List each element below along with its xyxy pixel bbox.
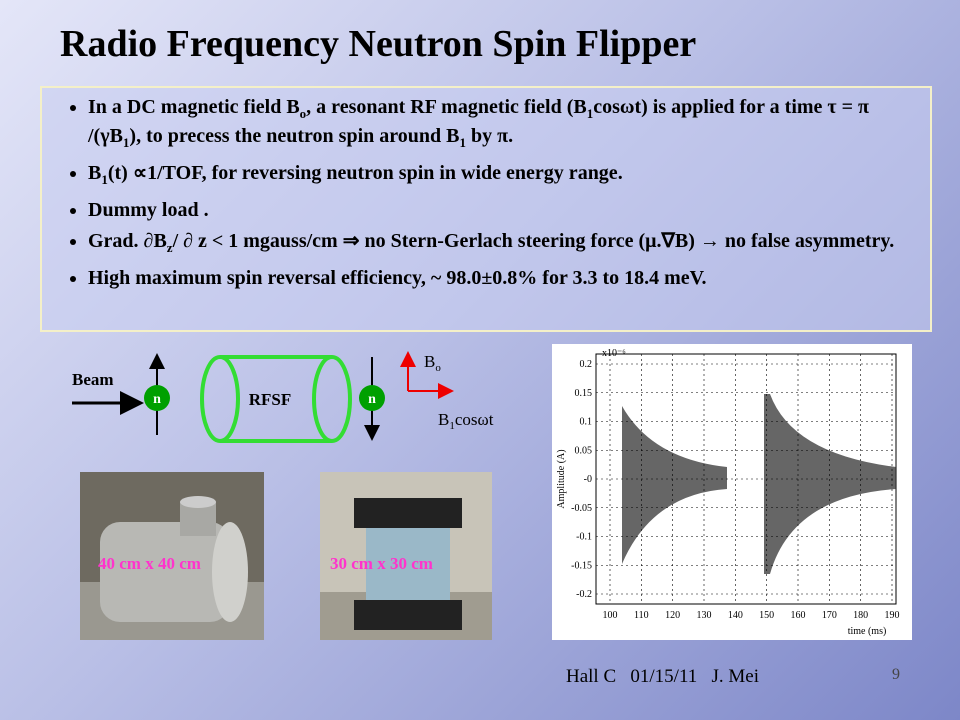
coil-body bbox=[220, 355, 332, 443]
subscript: z bbox=[166, 240, 173, 255]
text: / ∂ z < 1 mgauss/cm ⇒ no Stern-Gerlach s… bbox=[172, 230, 895, 252]
plot-figure: x10⁻⁶ Amplitude (A) time (ms) 0.2 0.15 0.1… bbox=[552, 344, 912, 640]
x-tick-label: 140 bbox=[728, 610, 743, 621]
text: In a DC magnetic field B bbox=[88, 96, 300, 118]
photo-caption: 30 cm x 30 cm bbox=[330, 554, 433, 573]
text: Grad. ∂B bbox=[88, 230, 167, 252]
x-tick-label: 100 bbox=[603, 610, 618, 621]
b1-label: B1cosωt bbox=[438, 410, 494, 432]
text: by π. bbox=[465, 125, 514, 147]
photo bbox=[320, 472, 492, 640]
bullet: High maximum spin reversal efficiency, ~… bbox=[88, 267, 916, 290]
coil-end bbox=[200, 355, 240, 443]
plot-ylabel: Amplitude (A) bbox=[556, 449, 567, 508]
footer: Hall C 01/15/11 J. Mei bbox=[566, 666, 759, 687]
b0-label: Bo bbox=[424, 352, 441, 374]
y-tick-label: 0.2 bbox=[580, 359, 593, 370]
y-tick-label: 0.05 bbox=[575, 445, 593, 456]
signal-envelope bbox=[764, 394, 896, 574]
x-tick-label: 160 bbox=[791, 610, 806, 621]
plot-xlabel: time (ms) bbox=[848, 626, 887, 637]
bullet: B1(t) ∝1/TOF, for reversing neutron spin… bbox=[88, 162, 916, 191]
text: Dummy load . bbox=[88, 199, 209, 221]
subscript: o bbox=[435, 362, 441, 374]
text: B bbox=[424, 352, 435, 371]
y-tick-label: -0.15 bbox=[571, 560, 592, 571]
subscript: o bbox=[299, 106, 307, 121]
text: (t) ∝1/TOF, for reversing neutron spin i… bbox=[107, 162, 623, 184]
y-tick-label: 0.15 bbox=[575, 388, 593, 399]
bullet: Grad. ∂Bz/ ∂ z < 1 mgauss/cm ⇒ no Stern-… bbox=[88, 230, 916, 259]
y-tick-label: -0.2 bbox=[576, 589, 592, 600]
x-tick-label: 180 bbox=[853, 610, 868, 621]
neutron bbox=[359, 385, 385, 411]
text: cosωt) is applied for a time τ = π /(γB bbox=[88, 96, 870, 147]
text: B bbox=[438, 410, 449, 429]
text: cosωt bbox=[455, 410, 494, 429]
beam-label: Beam bbox=[72, 370, 114, 389]
neutron-label: n bbox=[153, 392, 161, 407]
x-tick-label: 190 bbox=[885, 610, 900, 621]
x-tick-label: 110 bbox=[634, 610, 649, 621]
diagram: Beam n RFSF n Bo B1cosωt bbox=[72, 351, 494, 443]
text: High maximum spin reversal efficiency, ~… bbox=[88, 267, 707, 289]
device-label: RFSF bbox=[249, 390, 292, 409]
x-tick-label: 120 bbox=[665, 610, 680, 621]
signal-envelope bbox=[622, 406, 727, 564]
subscript: 1 bbox=[459, 135, 466, 150]
x-tick-label: 130 bbox=[697, 610, 712, 621]
plot-exponent: x10⁻⁶ bbox=[602, 348, 626, 359]
neutron bbox=[144, 385, 170, 411]
neutron-label: n bbox=[368, 392, 376, 407]
subscript: 1 bbox=[586, 106, 594, 121]
y-tick-label: -0 bbox=[584, 474, 592, 485]
text: ), to precess the neutron spin around B bbox=[129, 125, 460, 147]
bullet-list: In a DC magnetic field Bo, a resonant RF… bbox=[42, 88, 930, 290]
text: B bbox=[88, 162, 102, 184]
x-tick-label: 150 bbox=[759, 610, 774, 621]
coil-end bbox=[312, 355, 352, 443]
y-tick-label: 0.1 bbox=[580, 417, 593, 428]
y-tick-label: -0.05 bbox=[571, 503, 592, 514]
y-tick-label: -0.1 bbox=[576, 532, 592, 543]
x-tick-label: 170 bbox=[822, 610, 837, 621]
title: Radio Frequency Neutron Spin Flipper bbox=[60, 23, 697, 65]
photo bbox=[80, 472, 264, 640]
photo-caption: 40 cm x 40 cm bbox=[98, 554, 201, 573]
text: , a resonant RF magnetic field (B bbox=[306, 96, 587, 118]
subscript: 1 bbox=[122, 135, 130, 150]
subscript: 1 bbox=[101, 172, 108, 187]
page-number: 9 bbox=[892, 666, 900, 683]
bullet-box: In a DC magnetic field Bo, a resonant RF… bbox=[40, 86, 932, 332]
bullet: Dummy load . bbox=[88, 199, 916, 222]
bullet: In a DC magnetic field Bo, a resonant RF… bbox=[88, 96, 916, 154]
subscript: 1 bbox=[449, 420, 455, 432]
